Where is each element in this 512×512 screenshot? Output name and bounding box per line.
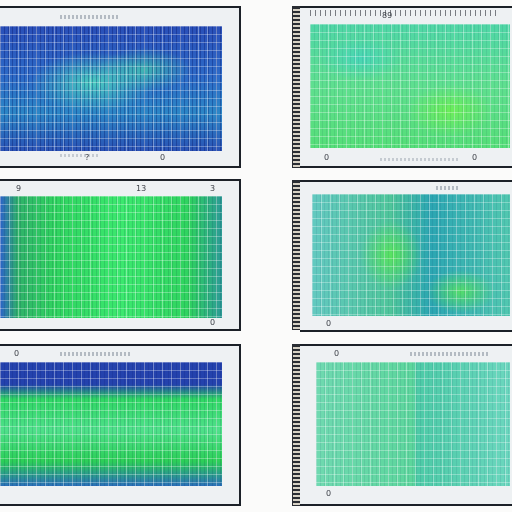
heatmap-plot xyxy=(312,194,510,316)
panel-header-text xyxy=(410,352,490,356)
panel-footer-text xyxy=(380,158,460,161)
panel-label: 0 xyxy=(210,318,216,327)
panel-label: 3 xyxy=(210,184,216,193)
panel-label: 0 xyxy=(14,349,20,358)
heatmap-panel-middle-right: 0 xyxy=(300,180,512,332)
panel-header-text xyxy=(436,186,460,190)
panel-label: 0 xyxy=(324,153,330,162)
panel-header-text xyxy=(60,15,120,19)
panel-label: 0 xyxy=(334,349,340,358)
heatmap-plot xyxy=(0,362,222,486)
panel-label: 0 xyxy=(326,319,332,328)
panel-label: 0 xyxy=(160,153,166,162)
panel-label: ? xyxy=(85,153,90,162)
panel-label: 13 xyxy=(136,184,147,193)
heatmap-plot xyxy=(0,196,222,318)
heatmap-panel-bottom-left: 0 xyxy=(0,344,241,506)
tick-strip xyxy=(310,10,500,16)
heatmap-plot xyxy=(310,24,510,148)
panel-label: 89 xyxy=(382,11,393,20)
panel-header-text xyxy=(60,352,130,356)
heatmap-panel-top-right: 89 0 0 xyxy=(300,6,512,168)
heatmap-panel-middle-left: 9 13 3 0 xyxy=(0,179,241,331)
heatmap-plot xyxy=(0,26,222,151)
panel-label: 0 xyxy=(472,153,478,162)
panel-footer-text xyxy=(60,154,100,157)
panel-label: 0 xyxy=(326,489,332,498)
heatmap-plot xyxy=(316,362,510,486)
panel-label: 9 xyxy=(16,184,22,193)
heatmap-panel-bottom-right: 0 0 xyxy=(300,344,512,506)
heatmap-panel-top-left: ? 0 xyxy=(0,6,241,168)
